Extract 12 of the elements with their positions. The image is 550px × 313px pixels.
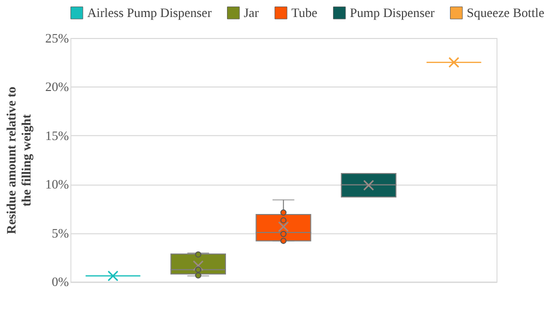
y-tick-label: 10%: [45, 178, 70, 192]
y-tick-label: 25%: [45, 31, 70, 46]
legend-label: Squeeze Bottle: [466, 6, 545, 20]
y-tick-label: 15%: [45, 128, 70, 143]
y-tick-label: 0%: [52, 275, 70, 290]
legend-label: Jar: [244, 6, 260, 20]
y-axis-title: Residue amount relative to the filling weight: [4, 86, 34, 234]
legend-label: Pump Dispenser: [350, 6, 436, 20]
y-tick-label: 5%: [52, 226, 70, 240]
legend-label: Tube: [291, 6, 318, 20]
legend-label: Airless Pump Dispenser: [87, 6, 212, 20]
y-tick-label: 20%: [45, 80, 70, 94]
